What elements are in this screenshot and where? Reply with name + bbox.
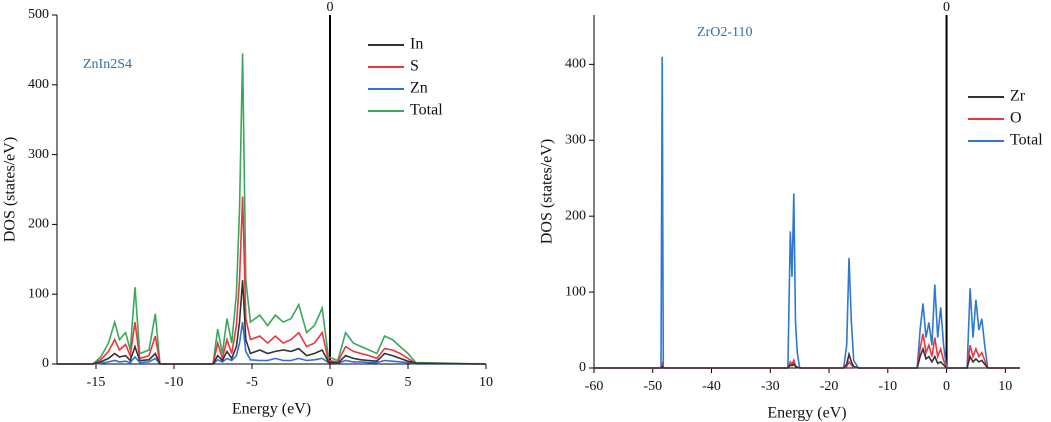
y-tick-label: 300	[28, 147, 49, 162]
y-tick-label: 0	[579, 360, 586, 375]
x-axis-label: Energy (eV)	[767, 405, 846, 422]
legend-label: S	[410, 58, 419, 75]
fermi-label: 0	[327, 0, 334, 15]
x-tick-label: -20	[820, 379, 839, 394]
series-line	[594, 333, 1020, 369]
x-tick-label: 0	[943, 379, 950, 394]
x-tick-label: 5	[405, 375, 412, 390]
chart-label: ZnIn2S4	[83, 57, 132, 72]
legend-label: Zn	[410, 80, 428, 97]
series-line	[57, 280, 487, 365]
legend-label: Total	[1010, 132, 1043, 149]
y-tick-label: 300	[565, 132, 586, 147]
series-line	[57, 53, 487, 365]
y-tick-label: 100	[565, 284, 586, 299]
x-tick-label: 10	[998, 379, 1012, 394]
series-line	[594, 346, 1020, 369]
x-tick-label: -5	[246, 375, 258, 390]
fermi-label: 0	[943, 0, 950, 15]
x-tick-label: -60	[585, 379, 604, 394]
series-line	[57, 321, 486, 365]
y-tick-label: 500	[28, 7, 49, 22]
y-tick-label: 200	[28, 217, 49, 232]
legend-label: In	[410, 36, 423, 53]
x-tick-label: 0	[327, 375, 334, 390]
y-tick-label: 400	[565, 57, 586, 72]
x-tick-label: -50	[643, 379, 662, 394]
y-tick-label: 400	[28, 77, 49, 92]
series-line	[594, 56, 1020, 369]
x-axis-label: Energy (eV)	[232, 401, 311, 418]
x-tick-label: -30	[761, 379, 780, 394]
x-tick-label: 10	[479, 375, 493, 390]
y-axis-label: DOS (states/eV)	[539, 139, 556, 244]
x-tick-label: -15	[87, 375, 106, 390]
series-line	[57, 196, 487, 365]
x-tick-label: -10	[878, 379, 897, 394]
y-tick-label: 200	[565, 208, 586, 223]
legend-label: Zr	[1010, 88, 1026, 105]
x-tick-label: -10	[165, 375, 184, 390]
legend-label: O	[1010, 110, 1022, 127]
y-tick-label: 100	[28, 286, 49, 301]
y-tick-label: 0	[42, 356, 49, 371]
y-axis-label: DOS (states/eV)	[2, 137, 19, 242]
legend-label: Total	[410, 102, 443, 119]
x-tick-label: -40	[702, 379, 721, 394]
chart-label: ZrO2-110	[697, 25, 752, 40]
